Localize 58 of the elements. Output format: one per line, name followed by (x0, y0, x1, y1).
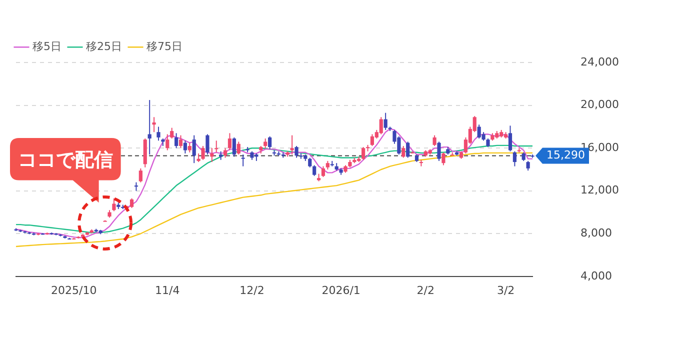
candlestick (178, 134, 183, 149)
candlestick (294, 145, 298, 158)
candlestick (379, 116, 383, 135)
candlestick (201, 145, 205, 160)
candlestick (512, 150, 516, 167)
candlestick (170, 127, 174, 139)
candlestick (362, 146, 366, 160)
candlestick (223, 148, 228, 158)
candlestick (290, 134, 294, 156)
candlestick (152, 116, 156, 133)
candlestick (442, 152, 446, 166)
candlestick (321, 166, 326, 178)
legend-label: 移75日 (146, 40, 182, 53)
x-tick-label: 12/2 (240, 284, 264, 297)
candlestick (228, 132, 232, 151)
x-tick-label: 2/2 (416, 284, 434, 297)
candlestick (206, 134, 210, 156)
ref-line-label: 15,290 (546, 148, 586, 162)
candlestick (508, 125, 512, 152)
candlestick (432, 134, 436, 146)
candlestick (130, 198, 134, 208)
y-tick-label: 24,000 (580, 55, 620, 68)
candlestick (384, 112, 388, 130)
candlestick (174, 132, 178, 149)
candlestick (210, 148, 214, 163)
candlestick (526, 160, 530, 172)
candlestick (232, 136, 236, 158)
candlestick (370, 134, 374, 146)
candlestick (156, 126, 160, 142)
candlestick (264, 138, 268, 149)
legend-label: 移25日 (86, 40, 122, 53)
speech-bubble: ココで配信 (10, 138, 121, 203)
candlestick (183, 140, 187, 154)
y-tick-label: 4,000 (580, 269, 612, 282)
candlestick (312, 164, 316, 176)
candlestick (402, 145, 406, 158)
candlestick (241, 154, 245, 167)
y-tick-label: 12,000 (580, 184, 620, 197)
legend-label: 移5日 (32, 40, 62, 53)
x-tick-label: 2025/10 (51, 284, 97, 297)
x-tick-label: 2026/1 (322, 284, 360, 297)
candlestick (236, 141, 240, 156)
candlestick (268, 136, 272, 150)
y-tick-label: 20,000 (580, 98, 620, 112)
annotation: ココで配信 (18, 149, 113, 172)
y-tick-label: 8,000 (580, 226, 612, 240)
candlestick (148, 100, 152, 156)
candlestick (188, 142, 192, 153)
candlestick (308, 157, 312, 168)
x-tick-label: 11/4 (155, 284, 180, 297)
candlestick (214, 140, 218, 153)
candlestick (406, 141, 410, 158)
candlestick (138, 168, 142, 183)
candlestick (192, 134, 196, 164)
candlestick (437, 141, 441, 162)
candlestick (166, 134, 170, 151)
x-tick-label: 3/2 (496, 284, 515, 297)
candlestick (112, 198, 116, 212)
